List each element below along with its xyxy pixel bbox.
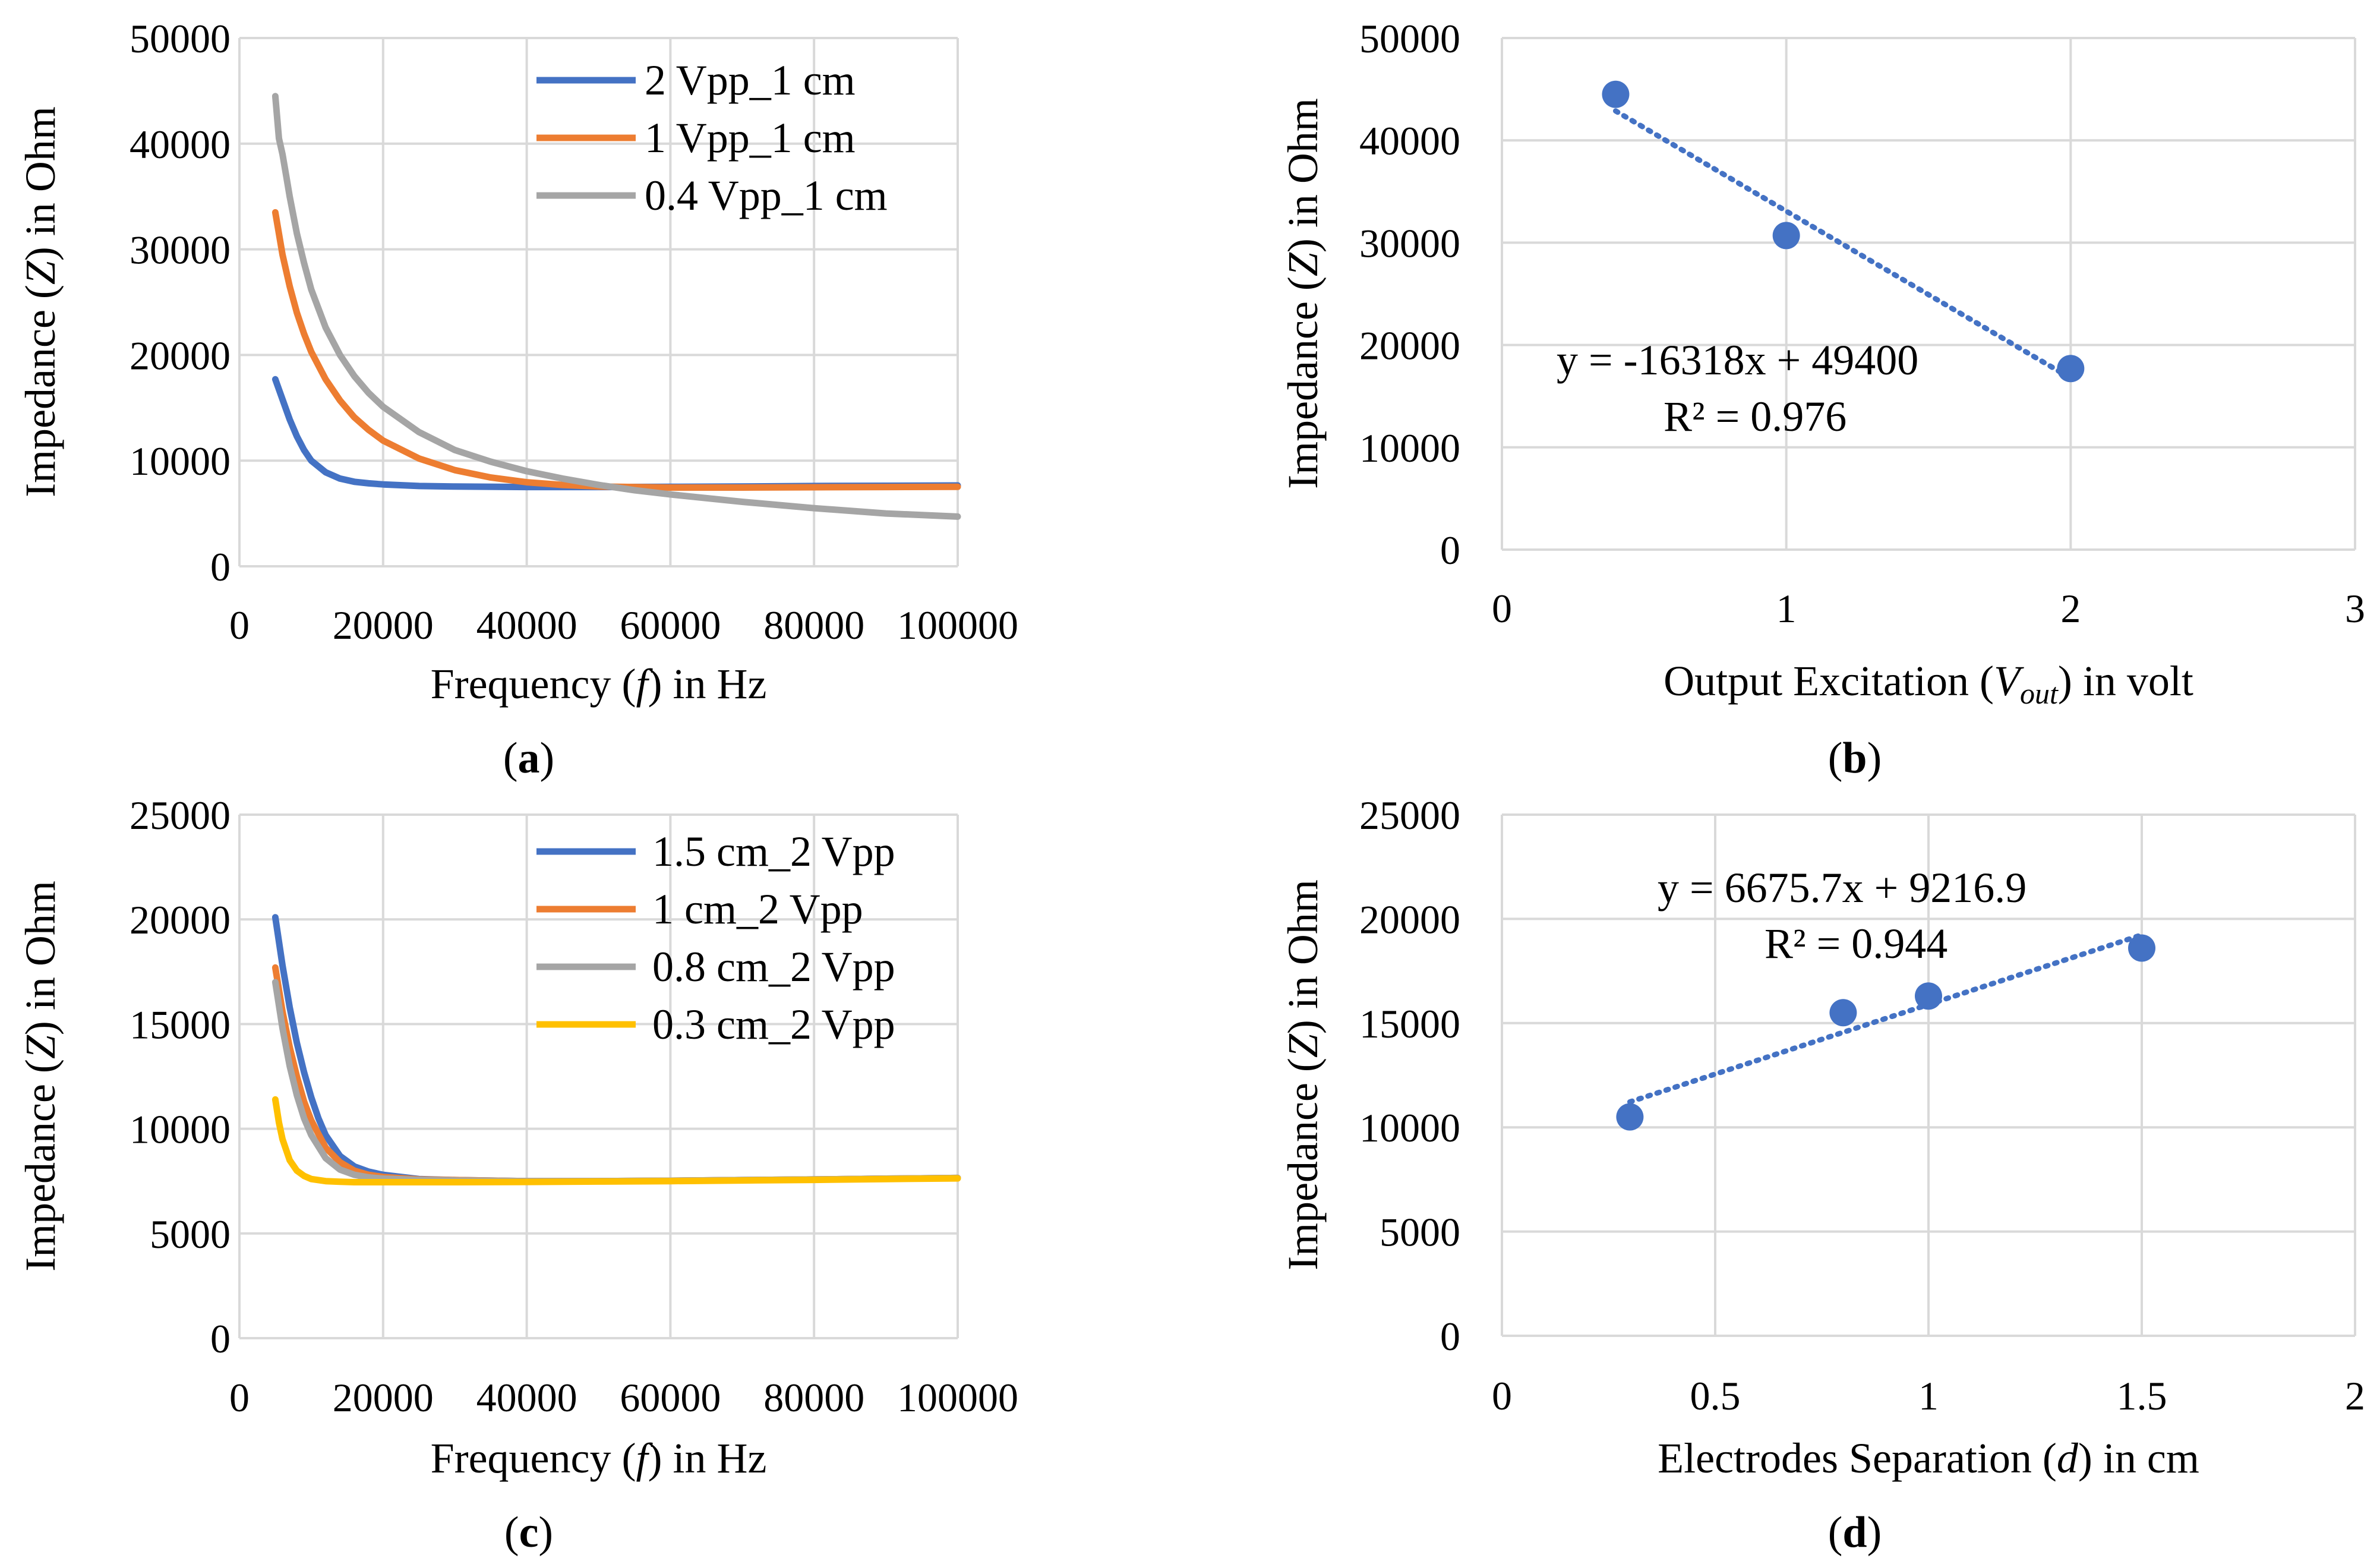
y-tick-label: 0 bbox=[210, 544, 231, 589]
x-tick-label: 80000 bbox=[763, 603, 864, 648]
y-tick-label: 10000 bbox=[130, 439, 231, 484]
panel-caption: (c) bbox=[504, 1508, 553, 1557]
y-tick-label: 15000 bbox=[130, 1002, 231, 1047]
data-point bbox=[2128, 934, 2155, 962]
x-tick-label: 1.5 bbox=[2117, 1373, 2167, 1418]
data-point bbox=[1829, 999, 1857, 1027]
data-point bbox=[1772, 222, 1800, 250]
x-tick-label: 0 bbox=[1492, 586, 1512, 631]
y-tick-label: 30000 bbox=[130, 228, 231, 273]
y-tick-label: 40000 bbox=[130, 122, 231, 167]
y-tick-label: 0 bbox=[1440, 528, 1460, 573]
legend-label: 2 Vpp_1 cm bbox=[645, 56, 856, 104]
trendline-equation: y = 6675.7x + 9216.9 bbox=[1658, 864, 2027, 912]
x-axis-label: Frequency (f) in Hz bbox=[431, 1434, 767, 1482]
y-tick-label: 0 bbox=[1440, 1314, 1460, 1359]
y-tick-label: 50000 bbox=[1359, 16, 1460, 61]
trendline bbox=[1627, 932, 2145, 1105]
x-tick-label: 60000 bbox=[620, 1375, 721, 1420]
y-tick-label: 25000 bbox=[1359, 793, 1460, 838]
x-tick-label: 0.5 bbox=[1690, 1373, 1741, 1418]
panel-caption: (d) bbox=[1828, 1508, 1882, 1557]
y-tick-label: 10000 bbox=[130, 1107, 231, 1152]
data-point bbox=[1616, 1103, 1644, 1131]
x-tick-label: 0 bbox=[229, 1375, 250, 1420]
x-tick-label: 20000 bbox=[333, 603, 434, 648]
y-tick-label: 10000 bbox=[1359, 1105, 1460, 1150]
y-tick-label: 50000 bbox=[130, 16, 231, 61]
r-squared-label: R² = 0.976 bbox=[1664, 393, 1846, 440]
panel-caption: (b) bbox=[1828, 734, 1882, 783]
legend-label: 0.8 cm_2 Vpp bbox=[652, 943, 895, 991]
legend-label: 1.5 cm_2 Vpp bbox=[652, 828, 895, 875]
series-line bbox=[272, 1096, 961, 1185]
y-tick-label: 10000 bbox=[1359, 425, 1460, 471]
series-line bbox=[272, 93, 961, 520]
x-tick-label: 40000 bbox=[476, 603, 577, 648]
legend-label: 0.4 Vpp_1 cm bbox=[645, 172, 888, 219]
x-tick-label: 3 bbox=[2345, 586, 2365, 631]
data-point bbox=[1915, 982, 1942, 1010]
chart-panel-d: 0 5000 10000 15000 20000 25000 0 0.5 1 1.5 2 Electr… bbox=[1279, 793, 2365, 1557]
x-tick-label: 100000 bbox=[897, 1375, 1018, 1420]
x-tick-label: 2 bbox=[2345, 1373, 2365, 1418]
data-point bbox=[1602, 80, 1630, 108]
data-point bbox=[2057, 355, 2085, 383]
chart-panel-b: 0 10000 20000 30000 40000 50000 0 1 2 3 Output Exc… bbox=[1279, 16, 2365, 783]
x-tick-label: 100000 bbox=[897, 603, 1018, 648]
legend-label: 1 Vpp_1 cm bbox=[645, 114, 856, 162]
x-tick-label: 2 bbox=[2060, 586, 2081, 631]
x-tick-label: 1 bbox=[1918, 1373, 1939, 1418]
x-tick-label: 80000 bbox=[763, 1375, 864, 1420]
x-tick-label: 0 bbox=[229, 603, 250, 648]
legend-label: 1 cm_2 Vpp bbox=[652, 885, 863, 933]
series-line bbox=[272, 964, 961, 1185]
y-axis-label: Impedance (Z) in Ohm bbox=[17, 106, 64, 497]
y-axis-label: Impedance (Z) in Ohm bbox=[1279, 98, 1327, 489]
x-axis-label: Electrodes Separation (d) in cm bbox=[1658, 1434, 2199, 1482]
panel-caption: (a) bbox=[503, 734, 554, 783]
x-tick-label: 60000 bbox=[620, 603, 721, 648]
y-tick-label: 30000 bbox=[1359, 220, 1460, 266]
x-tick-label: 1 bbox=[1776, 586, 1797, 631]
y-tick-label: 20000 bbox=[1359, 323, 1460, 368]
y-tick-label: 5000 bbox=[1380, 1210, 1460, 1255]
chart-panel-c: 0 5000 10000 15000 20000 25000 0 20000 40000 6000… bbox=[17, 793, 1018, 1557]
y-tick-label: 20000 bbox=[130, 897, 231, 942]
r-squared-label: R² = 0.944 bbox=[1765, 920, 1947, 967]
y-axis-label: Impedance (Z) in Ohm bbox=[17, 881, 64, 1272]
y-tick-label: 25000 bbox=[130, 793, 231, 838]
trendline-equation: y = -16318x + 49400 bbox=[1557, 336, 1918, 384]
y-tick-label: 20000 bbox=[130, 333, 231, 378]
x-tick-label: 40000 bbox=[476, 1375, 577, 1420]
legend-label: 0.3 cm_2 Vpp bbox=[652, 1001, 895, 1048]
y-tick-label: 40000 bbox=[1359, 118, 1460, 163]
trendline bbox=[1612, 108, 2073, 381]
x-axis-label: Output Excitation (Vout) in volt bbox=[1664, 657, 2193, 710]
y-tick-label: 15000 bbox=[1359, 1001, 1460, 1046]
x-tick-label: 20000 bbox=[333, 1375, 434, 1420]
x-axis-label: Frequency (f) in Hz bbox=[431, 660, 767, 708]
y-tick-label: 20000 bbox=[1359, 897, 1460, 942]
chart-panel-a: 0 10000 20000 30000 40000 50000 0 20000 40000 600… bbox=[17, 16, 1018, 783]
y-axis-label: Impedance (Z) in Ohm bbox=[1279, 879, 1327, 1270]
y-tick-label: 5000 bbox=[150, 1212, 231, 1257]
y-tick-label: 0 bbox=[210, 1316, 231, 1361]
series-line bbox=[272, 209, 961, 491]
x-tick-label: 0 bbox=[1492, 1373, 1512, 1418]
